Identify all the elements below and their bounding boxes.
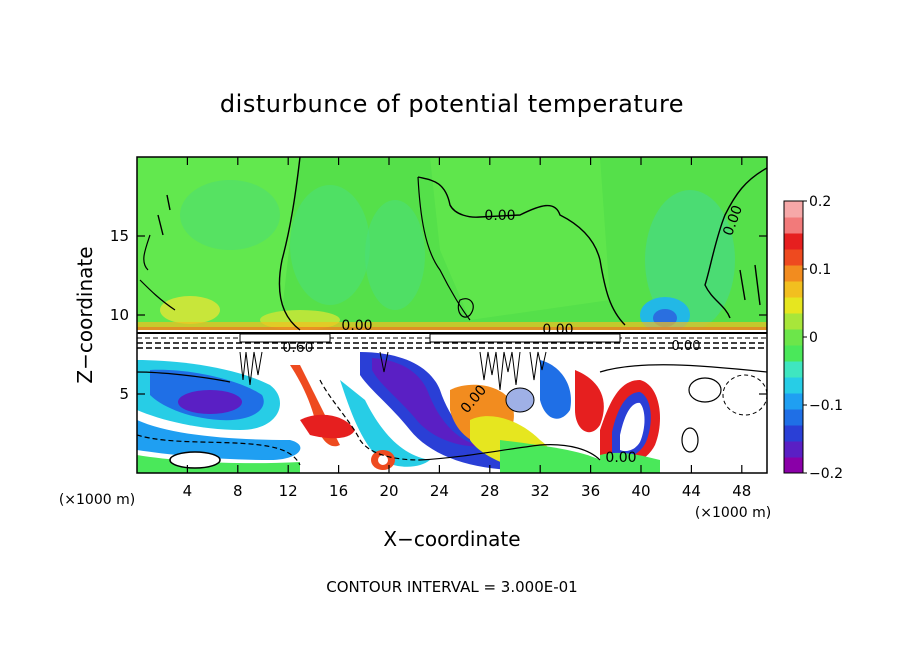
colorbar-tick-label: 0.2	[809, 194, 831, 210]
colorbar-swatch	[784, 457, 803, 474]
x-tick-label: 12	[279, 482, 298, 500]
contour-label: 0.60	[282, 340, 313, 356]
colorbar-swatch	[784, 297, 803, 314]
mix-patch	[505, 387, 535, 413]
contour-line	[417, 176, 626, 326]
contour-line	[137, 434, 301, 466]
contour-line	[417, 176, 471, 321]
contour-line	[239, 351, 547, 391]
colorbar-tick-label: 0.1	[809, 262, 831, 278]
x-tick-label: 44	[682, 482, 701, 500]
y-tick-label: 10	[110, 306, 129, 324]
field-patch	[365, 200, 425, 310]
contour-label: 0.00	[484, 208, 515, 224]
y-axis-label: Z−coordinate	[73, 246, 97, 383]
vortex-patch	[178, 390, 242, 414]
colorbar-swatch	[784, 329, 803, 346]
field-patch	[290, 185, 370, 305]
field-patch	[137, 327, 767, 331]
contour-line	[319, 379, 421, 461]
x-tick-label: 28	[480, 482, 499, 500]
x-tick-label: 20	[379, 482, 398, 500]
colorbar-ticks: 0.2 0.1 0 −0.1 −0.2	[803, 194, 843, 482]
colorbar-tick-label: −0.2	[809, 466, 843, 482]
contour-line	[419, 444, 601, 461]
x-tick-label: 36	[581, 482, 600, 500]
colorbar-swatch	[784, 313, 803, 330]
x-unit-left: (×1000 m)	[59, 492, 135, 508]
x-unit-right: (×1000 m)	[695, 505, 771, 521]
contour-label: 0.00	[341, 318, 372, 334]
y-axis: 5 10 15	[110, 227, 767, 403]
contour-line	[157, 194, 761, 306]
contour-line	[599, 364, 767, 373]
field-patch	[137, 322, 767, 330]
colorbar-tick-label: −0.1	[809, 398, 843, 414]
contour-line	[704, 167, 767, 319]
swirl-patch	[372, 358, 480, 447]
contour-loop	[722, 374, 767, 416]
contour-line	[139, 234, 176, 311]
colorbar-swatch	[784, 233, 803, 250]
x-axis: 4 8 12 16 20 24 28 32 36 40 44 48	[183, 157, 751, 500]
colorbar-swatch	[784, 345, 803, 362]
x-tick-label: 32	[531, 482, 550, 500]
x-axis-label: X−coordinate	[383, 527, 520, 551]
contour-loop	[688, 377, 722, 403]
y-tick-label: 5	[119, 385, 129, 403]
colorbar-swatch	[784, 281, 803, 298]
mix-patch	[540, 360, 571, 419]
field-patch	[180, 180, 280, 250]
contour-label: 0.00	[542, 322, 573, 338]
band-box	[429, 333, 621, 343]
colorbar-swatch	[784, 377, 803, 394]
colorbar-swatch	[784, 201, 803, 218]
vortex-patch	[137, 420, 301, 460]
contour-interval-note: CONTOUR INTERVAL = 3.000E-01	[326, 578, 577, 596]
x-tick-label: 4	[183, 482, 193, 500]
colorbar-swatch	[784, 441, 803, 458]
streak-patch	[300, 414, 355, 439]
contour-line	[278, 157, 301, 331]
contour-label: 0.00	[672, 339, 701, 354]
colorbar-tick-label: 0	[809, 330, 818, 346]
contour-line	[457, 298, 474, 318]
colorbar-swatch	[784, 265, 803, 282]
contour-line	[137, 371, 231, 383]
colorbar-swatch	[784, 217, 803, 234]
x-tick-label: 8	[233, 482, 243, 500]
colorbar-swatch	[784, 425, 803, 442]
field-patch	[430, 157, 610, 320]
x-tick-label: 40	[631, 482, 650, 500]
band-box	[239, 333, 331, 343]
mix-patch	[575, 370, 604, 433]
vortex-patch	[169, 451, 221, 469]
contour-label: 0.00	[605, 450, 636, 466]
vortex-patch	[137, 455, 300, 473]
colorbar-swatch	[784, 361, 803, 378]
loop-patch	[620, 402, 645, 452]
swirl-patch	[378, 455, 388, 465]
field-patch	[160, 296, 220, 324]
contour-loop	[681, 427, 699, 453]
colorbar-swatch	[784, 393, 803, 410]
colorbar	[783, 200, 804, 474]
x-tick-label: 16	[329, 482, 348, 500]
heatmap-field	[137, 157, 767, 473]
x-tick-label: 24	[430, 482, 449, 500]
chart-title: disturbunce of potential temperature	[220, 90, 684, 118]
swirl-patch	[340, 380, 430, 467]
y-tick-label: 15	[110, 227, 129, 245]
loop-patch	[600, 452, 660, 473]
colorbar-swatch	[784, 409, 803, 426]
x-tick-label: 48	[732, 482, 751, 500]
mix-patch	[500, 440, 600, 473]
colorbar-swatch	[784, 249, 803, 266]
